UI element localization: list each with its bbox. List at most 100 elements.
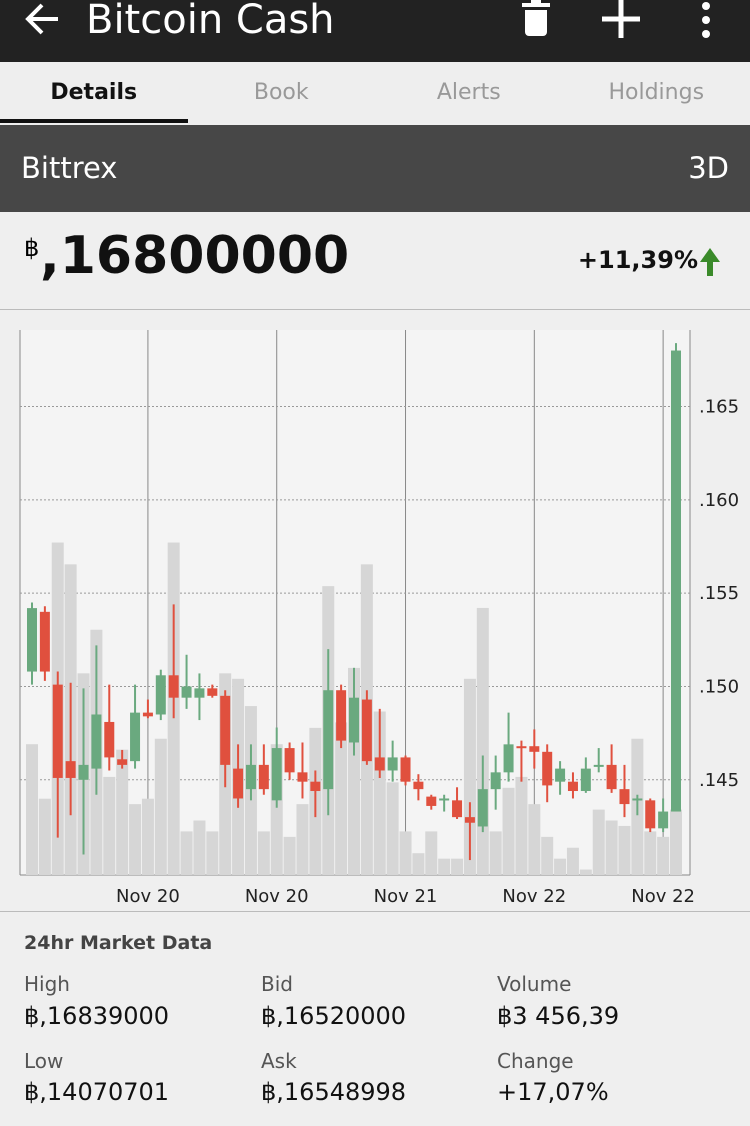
volume-bar	[451, 859, 463, 875]
volume-bar	[593, 810, 605, 875]
candle-body	[79, 765, 89, 780]
stat-value: ฿3 456,39	[497, 1002, 619, 1030]
price-change: +11,39%	[578, 246, 698, 274]
stat-label: Volume	[497, 972, 571, 996]
tab-bar: Details Book Alerts Holdings	[0, 62, 750, 123]
section-title: 24hr Market Data	[24, 932, 212, 954]
tab[interactable]: Details	[0, 62, 188, 123]
x-tick-label: Nov 20	[245, 886, 309, 907]
y-tick-label: .150	[699, 676, 739, 697]
candle-body	[246, 765, 256, 789]
volume-bar	[515, 777, 527, 875]
candle-body	[671, 351, 681, 812]
volume-bar	[567, 848, 579, 875]
candle-body	[619, 789, 629, 804]
tab[interactable]: Holdings	[563, 62, 750, 123]
volume-bar	[412, 853, 424, 875]
candle-body	[194, 688, 204, 697]
volume-bar	[503, 788, 515, 875]
x-tick-label: Nov 21	[374, 886, 438, 907]
volume-bar	[554, 859, 566, 875]
volume-bar	[425, 831, 437, 875]
candle-body	[581, 769, 591, 791]
volume-bar	[155, 739, 167, 875]
volume-bar	[606, 821, 618, 876]
candle-body	[439, 798, 449, 800]
exchange-bar: Bittrex 3D	[0, 125, 750, 212]
x-tick-label: Nov 22	[631, 886, 695, 907]
stat-label: High	[24, 972, 70, 996]
app-title: Bitcoin Cash	[86, 0, 335, 42]
candle-body	[104, 722, 114, 757]
period[interactable]: 3D	[688, 151, 729, 185]
volume-bar	[193, 821, 205, 876]
price-value: ,16800000	[40, 226, 349, 286]
volume-bar	[657, 837, 669, 875]
candle-body	[375, 757, 385, 770]
candle-body	[465, 817, 475, 823]
y-tick-label: .155	[699, 583, 739, 604]
candle-body	[504, 744, 514, 772]
candle-body	[568, 782, 578, 791]
volume-bar	[129, 804, 141, 875]
menu-button[interactable]	[702, 2, 710, 38]
candle-body	[272, 748, 282, 800]
candle-body	[310, 782, 320, 791]
market-data: 24hr Market Data High ฿,16839000 Bid ฿,1…	[0, 911, 750, 1126]
volume-bar	[438, 859, 450, 875]
candle-body	[401, 757, 411, 781]
volume-bar	[670, 810, 682, 875]
candle-body	[362, 700, 372, 762]
candle-body	[53, 685, 63, 778]
stat-label: Change	[497, 1049, 574, 1073]
candle-body	[156, 675, 166, 714]
exchange-name[interactable]: Bittrex	[21, 151, 117, 185]
candle-body	[452, 800, 462, 817]
candle-body	[117, 759, 127, 765]
add-button[interactable]	[602, 0, 640, 38]
currency-symbol: ฿	[24, 234, 39, 262]
volume-bar	[580, 870, 592, 875]
stat-label: Ask	[261, 1049, 297, 1073]
candle-body	[207, 688, 217, 695]
delete-button[interactable]	[522, 0, 550, 36]
price-row: ฿ ,16800000 +11,39%	[0, 212, 750, 310]
volume-bar	[387, 782, 399, 875]
candle-body	[478, 789, 488, 826]
candle-body	[27, 608, 37, 671]
volume-bar	[400, 831, 412, 875]
stat-value: ฿,16548998	[261, 1078, 406, 1106]
candle-body	[594, 765, 604, 767]
volume-bar	[142, 799, 154, 875]
x-tick-label: Nov 20	[116, 886, 180, 907]
candle-body	[336, 690, 346, 740]
candle-body	[388, 757, 398, 770]
candle-body	[645, 800, 655, 828]
back-button[interactable]	[28, 5, 58, 33]
tab[interactable]: Book	[188, 62, 376, 123]
volume-bar	[258, 831, 270, 875]
top-bar: Bitcoin Cash	[0, 0, 750, 62]
volume-bar	[477, 608, 489, 875]
candle-body	[285, 748, 295, 772]
volume-bar	[181, 831, 193, 875]
volume-bar	[644, 831, 656, 875]
up-arrow	[698, 248, 722, 278]
volume-bar	[26, 744, 38, 875]
candle-body	[259, 765, 269, 789]
candle-body	[40, 612, 50, 672]
stat-value: ฿,14070701	[24, 1078, 169, 1106]
candle-body	[220, 696, 230, 765]
y-tick-label: .165	[699, 397, 739, 418]
tab[interactable]: Alerts	[375, 62, 563, 123]
volume-bar	[206, 831, 218, 875]
candle-body	[297, 772, 307, 781]
volume-bar	[528, 804, 540, 875]
candle-body	[555, 769, 565, 782]
candle-body	[182, 686, 192, 697]
x-tick-label: Nov 22	[502, 886, 566, 907]
candle-body	[529, 746, 539, 752]
candle-body	[491, 772, 501, 789]
y-tick-label: .160	[699, 490, 739, 511]
